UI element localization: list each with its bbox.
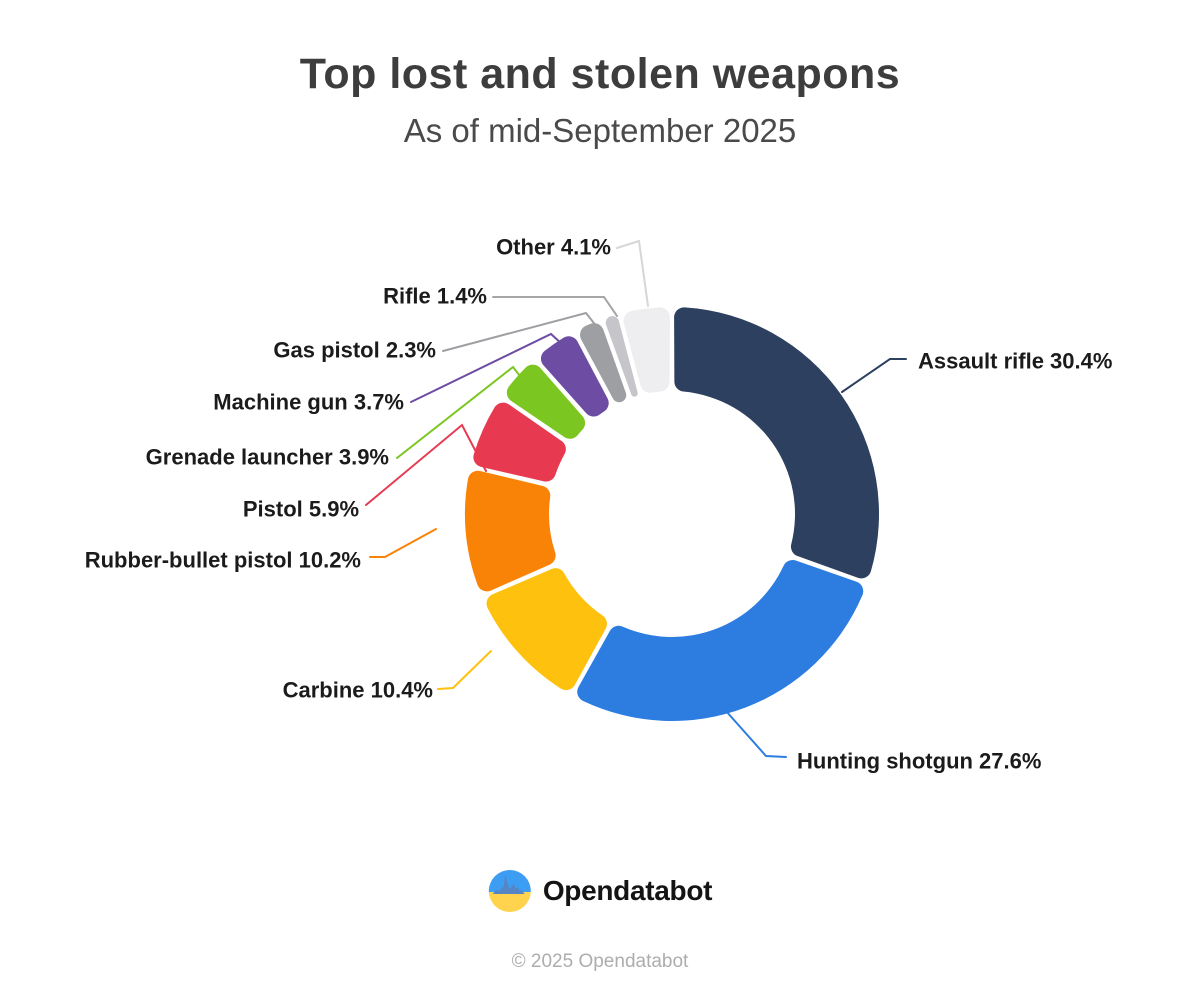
leader-machine-gun — [410, 332, 564, 403]
leader-other — [616, 239, 649, 307]
logo-yellow-half — [488, 892, 531, 912]
slice-label-grenade-launcher: Grenade launcher 3.9% — [145, 444, 389, 470]
slice-rubber-bullet-pistol — [464, 470, 556, 592]
leader-gas-pistol — [442, 311, 598, 352]
slice-label-other: Other 4.1% — [496, 234, 611, 260]
leader-pistol — [365, 423, 487, 506]
slice-rifle — [605, 316, 638, 397]
slice-label-hunting-shotgun: Hunting shotgun 27.6% — [797, 748, 1042, 774]
leader-rifle — [492, 296, 618, 317]
leader-grenade-launcher — [396, 365, 524, 459]
slice-carbine — [486, 568, 607, 691]
brand-footer: Opendatabot — [488, 869, 712, 913]
brand-name: Opendatabot — [542, 875, 713, 906]
leader-hunting-shotgun — [717, 701, 787, 758]
slice-label-pistol: Pistol 5.9% — [242, 496, 359, 522]
leader-assault-rifle — [841, 358, 907, 393]
logo-skyline-pulse — [492, 875, 525, 894]
donut-slices — [464, 307, 879, 721]
slice-label-carbine: Carbine 10.4% — [282, 677, 433, 703]
slice-hunting-shotgun — [577, 559, 864, 721]
leader-lines — [365, 239, 907, 758]
slice-grenade-launcher — [506, 364, 586, 439]
leader-carbine — [437, 650, 492, 690]
slice-label-machine-gun: Machine gun 3.7% — [213, 389, 404, 415]
logo-blue-half — [488, 870, 531, 892]
copyright-text: © 2025 Opendatabot — [511, 951, 689, 972]
slice-label-gas-pistol: Gas pistol 2.3% — [273, 337, 436, 363]
slice-pistol — [473, 402, 566, 482]
slice-other — [623, 307, 670, 393]
opendatabot-logo-icon — [488, 870, 531, 912]
chart-subtitle: As of mid-September 2025 — [403, 112, 797, 149]
slice-label-assault-rifle: Assault rifle 30.4% — [918, 348, 1113, 374]
slice-label-rifle: Rifle 1.4% — [383, 283, 487, 309]
chart-title: Top lost and stolen weapons — [299, 50, 901, 98]
slice-assault-rifle — [674, 307, 879, 579]
slice-gas-pistol — [580, 323, 627, 403]
slice-label-rubber-bullet-pistol: Rubber-bullet pistol 10.2% — [84, 547, 361, 573]
leader-rubber-bullet-pistol — [369, 528, 437, 558]
slice-machine-gun — [540, 336, 609, 417]
